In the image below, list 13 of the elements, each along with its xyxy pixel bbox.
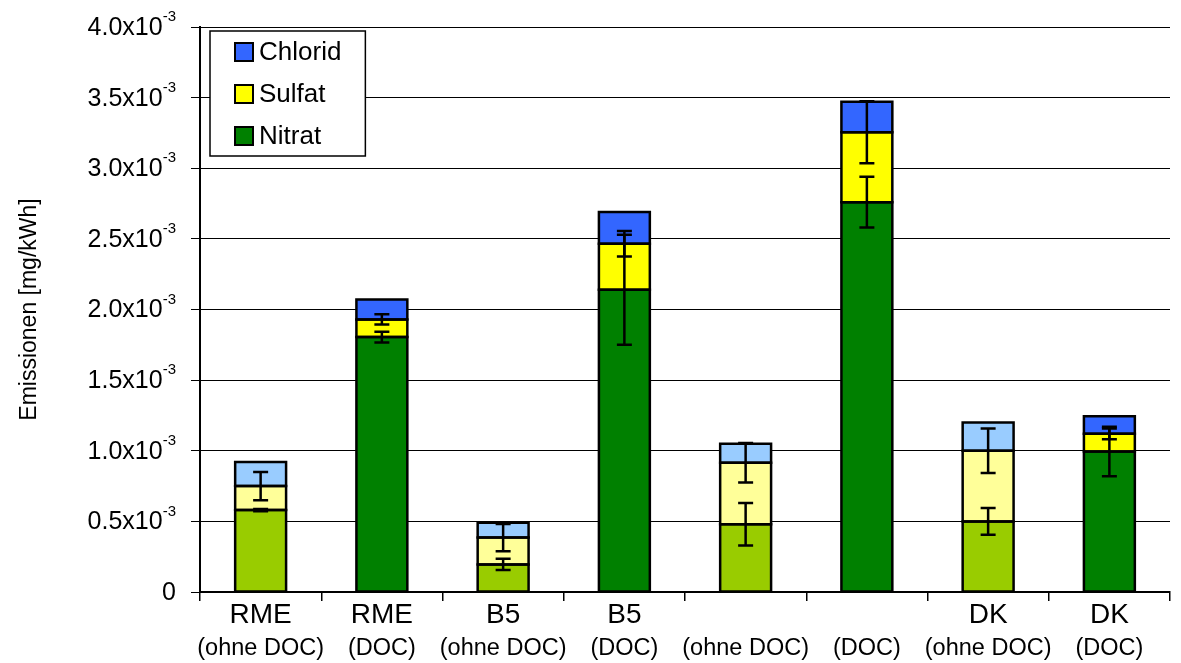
y-axis-title: Emissionen [mg/kWh] [15, 198, 42, 421]
x-tick-label: B5 (DOC) [590, 597, 659, 661]
y-tick-label: 0 [162, 576, 176, 605]
x-tick-label: RME (ohne DOC) [197, 597, 324, 661]
x-tick-label: DK (ohne DOC) [924, 597, 1052, 661]
legend-label: Nitrat [259, 120, 322, 151]
x-tick-label: RME (DOC) [347, 597, 416, 661]
x-tick-label: (ohne DOC) [682, 634, 809, 661]
x-tick-label: DK (DOC) [1075, 597, 1144, 661]
legend-label: Chlorid [259, 36, 342, 67]
x-tick-label: (DOC) [832, 634, 901, 661]
legend-label: Sulfat [259, 78, 327, 109]
x-tick-label: B5 (ohne DOC) [439, 597, 567, 661]
